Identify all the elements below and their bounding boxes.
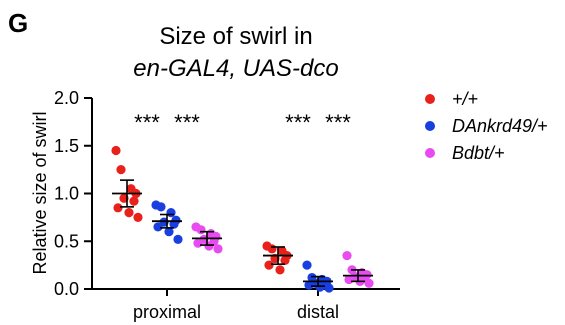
y-tick-label: 1.0 — [54, 184, 79, 204]
data-point — [111, 145, 121, 156]
significance-stars: *** — [285, 110, 311, 135]
x-tick-label-distal: distal — [297, 302, 339, 322]
significance-stars: *** — [174, 110, 200, 135]
data-point — [364, 278, 374, 288]
legend-marker — [425, 94, 435, 104]
data-point — [193, 238, 203, 248]
significance-stars: *** — [134, 110, 160, 135]
significance-stars: *** — [325, 110, 351, 135]
data-point — [204, 241, 214, 251]
data-point — [113, 203, 123, 213]
data-point — [156, 202, 166, 212]
y-tick-label: 0.0 — [54, 279, 79, 299]
legend-marker — [425, 148, 435, 158]
y-tick-label: 1.5 — [54, 136, 79, 156]
chart-title-line-1: Size of swirl in — [159, 23, 312, 50]
data-point — [213, 244, 223, 254]
legend: +/+ DAnkrd49/+ Bdbt/+ — [425, 89, 548, 163]
data-point — [116, 165, 126, 175]
data-point — [124, 208, 134, 218]
data-point — [324, 283, 334, 293]
legend-label: +/+ — [452, 89, 478, 109]
data-point — [275, 265, 285, 275]
y-tick-label: 0.5 — [54, 231, 79, 251]
data-point — [280, 255, 290, 265]
legend-label: Bdbt/+ — [452, 143, 505, 163]
legend-label: DAnkrd49/+ — [452, 116, 548, 136]
data-point — [129, 196, 139, 206]
data-point — [133, 212, 143, 222]
panel-label: G — [8, 8, 28, 38]
data-point — [302, 260, 312, 270]
data-point — [304, 280, 314, 290]
data-point — [173, 234, 183, 244]
data-point — [164, 227, 174, 237]
x-tick-label-proximal: proximal — [133, 302, 201, 322]
y-tick-label: 2.0 — [54, 88, 79, 108]
y-axis-label: Relative size of swirl — [30, 111, 50, 274]
data-point — [153, 222, 163, 232]
data-point — [315, 282, 325, 292]
data-point — [196, 225, 206, 235]
data-point — [264, 260, 274, 270]
legend-marker — [425, 121, 435, 131]
plot-area: 0.0 0.5 1.0 1.5 2.0 proximal distal *** *** *** **… — [54, 88, 400, 322]
data-point — [267, 244, 277, 254]
chart-title-line-2: en-GAL4, UAS-dco — [133, 55, 338, 82]
data-point — [342, 250, 352, 261]
